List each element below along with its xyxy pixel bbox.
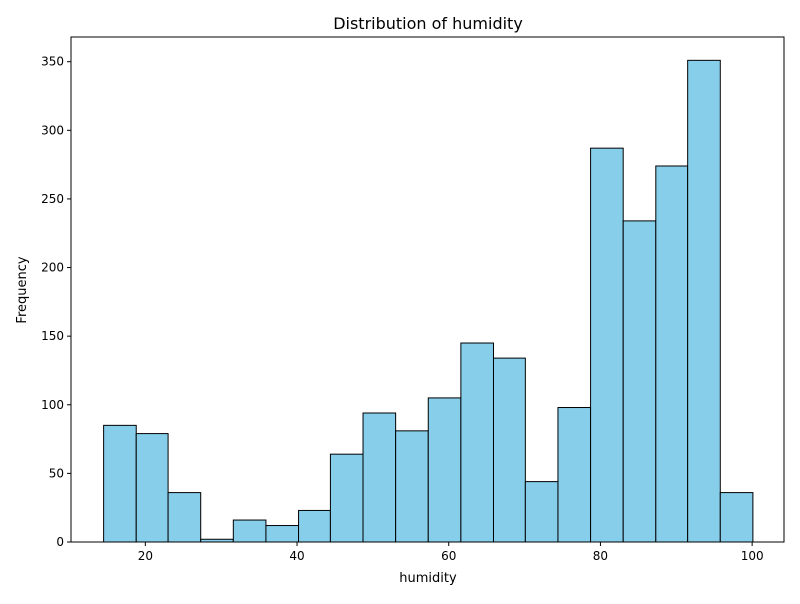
y-tick-label-0: 0	[56, 535, 64, 549]
histogram-bar-15	[590, 147, 624, 543]
y-tick-label-7: 350	[41, 55, 64, 69]
histogram-bar-11	[460, 342, 494, 543]
x-tick-label-3: 80	[593, 549, 608, 563]
histogram-bar-10	[427, 397, 462, 543]
histogram-bar-8	[362, 412, 397, 543]
histogram-bar-7	[329, 453, 364, 543]
histogram-bar-2	[167, 492, 202, 543]
histogram-bar-12	[492, 357, 526, 543]
x-tick-label-0: 20	[138, 549, 153, 563]
bars-group	[103, 59, 754, 543]
histogram-bar-5	[265, 525, 300, 543]
x-axis-label: humidity	[399, 571, 457, 586]
y-axis-label: Frequency	[15, 256, 30, 323]
y-tick-label-2: 100	[41, 398, 64, 412]
histogram-bar-1	[135, 433, 169, 543]
y-axis-ticks: 0 50 100 150 200 250 300 350	[41, 55, 71, 549]
histogram-bar-14	[557, 407, 592, 543]
histogram-bar-19	[719, 492, 754, 543]
y-tick-label-6: 300	[41, 123, 64, 137]
histogram-bar-13	[524, 481, 559, 543]
histogram-bar-18	[687, 59, 721, 543]
x-axis-ticks: 20 40 60 80 100	[138, 542, 764, 563]
y-tick-label-5: 250	[41, 192, 64, 206]
y-tick-label-4: 200	[41, 261, 64, 275]
histogram-bar-17	[655, 165, 689, 543]
histogram-bar-16	[622, 220, 657, 543]
y-tick-label-1: 50	[49, 466, 64, 480]
chart-title: Distribution of humidity	[333, 14, 523, 33]
x-tick-label-1: 40	[289, 549, 304, 563]
y-tick-label-3: 150	[41, 329, 64, 343]
histogram-bar-4	[232, 519, 267, 543]
histogram-bar-0	[103, 424, 137, 543]
x-tick-label-2: 60	[441, 549, 456, 563]
histogram-bar-9	[395, 430, 429, 543]
x-tick-label-4: 100	[741, 549, 764, 563]
plot-frame	[70, 36, 785, 543]
histogram-bar-6	[298, 509, 331, 543]
